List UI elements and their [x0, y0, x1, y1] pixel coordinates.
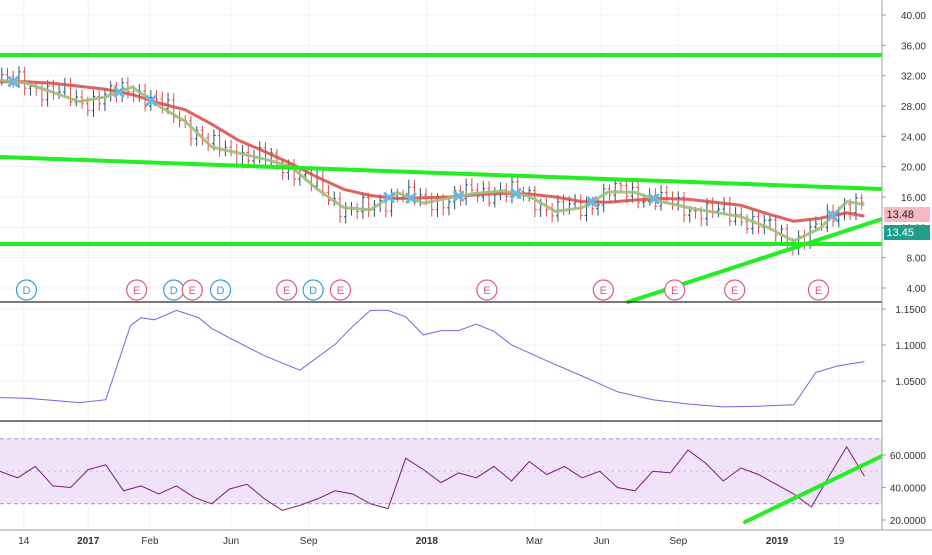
- x-tick-label: 19: [833, 536, 845, 547]
- y-tick-label: 1.1000: [895, 341, 926, 352]
- crossover-marker: [827, 210, 839, 222]
- last-price-tag-background: [884, 207, 930, 222]
- badge-label: E: [483, 285, 490, 297]
- crossover-marker: [383, 192, 395, 204]
- pane-separators: [0, 301, 932, 422]
- x-tick-label: 2017: [77, 536, 100, 547]
- trendline-channel-upper: [0, 155, 884, 191]
- x-tick-label: Jun: [223, 536, 239, 547]
- badge-circle: [724, 279, 746, 301]
- earnings-badge: E: [329, 279, 352, 301]
- price-axis-background: [882, 0, 932, 530]
- y-tick-label: 24.00: [901, 132, 926, 143]
- y-tick-label: 16.00: [901, 193, 926, 204]
- earnings-badge: E: [276, 279, 298, 301]
- x-tick-label: 2018: [416, 536, 439, 547]
- badge-circle: [209, 279, 232, 301]
- x-tick-label: Feb: [141, 536, 159, 547]
- crossover-marker: [113, 86, 125, 98]
- y-tick-label: 20.00: [901, 163, 926, 174]
- badge-label: D: [22, 285, 30, 297]
- earnings-badge: E: [476, 279, 498, 301]
- y-tick-label: 36.00: [901, 41, 926, 52]
- last-close-value: 13.45: [886, 227, 914, 239]
- crossover-marker: [7, 76, 19, 88]
- rsi-band: [0, 438, 882, 504]
- earnings-badge: E: [181, 279, 203, 301]
- badge-label: E: [189, 285, 196, 297]
- badge-label: D: [170, 285, 178, 297]
- badge-label: D: [217, 285, 225, 297]
- last-price-tag: 13.48: [884, 207, 930, 222]
- badge-circle: [276, 279, 298, 301]
- price-axis: 40.0036.0032.0028.0024.0020.0016.0012.00…: [881, 0, 932, 530]
- crossover-marker: [648, 193, 660, 205]
- badge-circle: [592, 279, 614, 301]
- earnings-badge: E: [724, 279, 746, 301]
- x-tick-label: 2019: [766, 536, 789, 547]
- y-tick-label: 1.1500: [895, 305, 926, 316]
- x-tick-label: 14: [18, 536, 30, 547]
- trendline-rsi-support: [743, 454, 884, 524]
- badge-label: E: [731, 285, 738, 297]
- rsi-pane: [0, 438, 884, 524]
- badge-label: E: [671, 285, 678, 297]
- y-tick-label: 40.00: [901, 11, 926, 22]
- y-tick-label: 40.0000: [890, 484, 927, 495]
- y-tick-label: 32.00: [901, 72, 926, 83]
- y-tick-label: 60.0000: [890, 451, 927, 462]
- badge-label: E: [337, 285, 344, 297]
- dividend-badge: D: [302, 279, 324, 301]
- badge-circle: [807, 279, 830, 301]
- volatility-pane: [0, 309, 865, 408]
- y-tick-label: 8.00: [907, 254, 927, 265]
- x-tick-label: Mar: [526, 536, 544, 547]
- badge-circle: [181, 279, 203, 301]
- badge-circle: [664, 279, 686, 301]
- earnings-badge: E: [664, 279, 686, 301]
- x-tick-label: Sep: [300, 536, 318, 547]
- last-close-tag: 13.45: [884, 225, 930, 240]
- volatility-line: [0, 309, 865, 408]
- last-price-value: 13.48: [886, 209, 914, 221]
- crossover-marker: [453, 190, 465, 202]
- moving-average-slow-line: [0, 80, 865, 223]
- rsi-line: [0, 445, 865, 511]
- earnings-badge: E: [592, 279, 614, 301]
- dividend-badge: D: [209, 279, 232, 301]
- moving-average-fast-line: [0, 78, 865, 243]
- badge-label: E: [600, 285, 607, 297]
- badge-label: E: [133, 285, 140, 297]
- dividend-badge: D: [15, 279, 38, 301]
- x-tick-label: Sep: [669, 536, 687, 547]
- crossover-marker: [586, 196, 598, 208]
- badge-circle: [126, 279, 148, 301]
- badge-label: D: [309, 285, 317, 297]
- crossover-marker: [405, 192, 417, 204]
- x-tick-label: Jun: [593, 536, 609, 547]
- dividend-badge: D: [163, 279, 185, 301]
- y-tick-label: 20.0000: [890, 516, 927, 527]
- earnings-badge: E: [126, 279, 148, 301]
- badge-label: E: [815, 285, 822, 297]
- earnings-badge: E: [807, 279, 830, 301]
- badge-circle: [15, 279, 38, 301]
- badge-circle: [476, 279, 498, 301]
- y-tick-label: 1.0500: [895, 377, 926, 388]
- badge-circle: [329, 279, 352, 301]
- crossover-marker: [145, 95, 157, 107]
- crossover-marker: [510, 188, 522, 200]
- time-axis: 14 2017 Feb Jun Sep 2018 Mar Jun Sep 2019 19: [0, 529, 932, 550]
- y-tick-label: 28.00: [901, 102, 926, 113]
- time-axis-background: [0, 530, 932, 550]
- badge-circle: [302, 279, 324, 301]
- badge-label: E: [283, 285, 290, 297]
- last-close-tag-background: [884, 225, 930, 240]
- y-tick-label: 4.00: [907, 284, 927, 295]
